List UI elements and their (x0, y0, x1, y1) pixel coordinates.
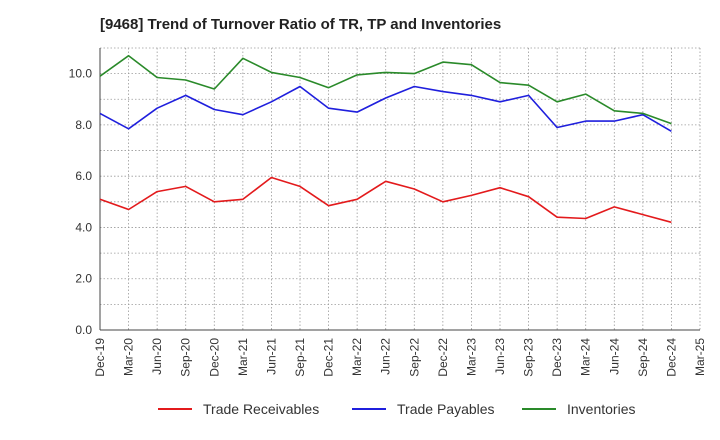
series-line (99, 176, 672, 224)
x-tick-label: Dec-21 (322, 338, 336, 377)
y-tick-label: 6.0 (75, 169, 92, 183)
x-tick-label: Mar-20 (122, 338, 136, 376)
x-tick-label: Dec-22 (436, 338, 450, 377)
series-line (99, 54, 672, 125)
x-tick-label: Jun-21 (264, 338, 278, 375)
x-tick-label: Jun-20 (150, 338, 164, 375)
y-tick-label: 0.0 (75, 323, 92, 337)
x-tick-label: Mar-21 (236, 338, 250, 376)
legend-label: Inventories (567, 401, 635, 417)
y-tick-label: 4.0 (75, 220, 92, 234)
x-tick-label: Sep-20 (179, 338, 193, 377)
x-tick-labels: Dec-19 Mar-20 Jun-20 Sep-20 Dec-20 Mar-21 Jun-… (93, 338, 707, 377)
series-line (99, 85, 672, 132)
x-tick-label: Sep-23 (522, 338, 536, 377)
legend: Trade Receivables Trade Payables Inventori… (158, 401, 635, 417)
grid (99, 47, 701, 331)
chart-title: [9468] Trend of Turnover Ratio of TR, TP… (100, 16, 501, 33)
axes (99, 48, 700, 331)
y-tick-label: 2.0 (75, 272, 92, 286)
x-tick-label: Dec-23 (550, 338, 564, 377)
y-tick-label: 10.0 (69, 67, 93, 81)
x-tick-label: Dec-20 (207, 338, 221, 377)
x-tick-label: Sep-22 (407, 338, 421, 377)
x-tick-label: Mar-22 (350, 338, 364, 376)
x-tick-label: Sep-21 (293, 338, 307, 377)
x-tick-label: Dec-19 (93, 338, 107, 377)
series-lines (99, 54, 672, 224)
x-tick-label: Sep-24 (636, 338, 650, 377)
y-tick-labels: 0.0 2.0 4.0 6.0 8.0 10.0 (69, 67, 93, 337)
x-tick-label: Jun-24 (607, 338, 621, 375)
x-tick-label: Mar-23 (464, 338, 478, 376)
x-tick-label: Jun-22 (379, 338, 393, 375)
x-tick-label: Mar-25 (693, 338, 707, 376)
x-tick-label: Mar-24 (579, 338, 593, 376)
x-tick-label: Dec-24 (664, 338, 678, 377)
y-tick-label: 8.0 (75, 118, 92, 132)
legend-label: Trade Receivables (203, 401, 319, 417)
legend-label: Trade Payables (397, 401, 495, 417)
x-tick-label: Jun-23 (493, 338, 507, 375)
